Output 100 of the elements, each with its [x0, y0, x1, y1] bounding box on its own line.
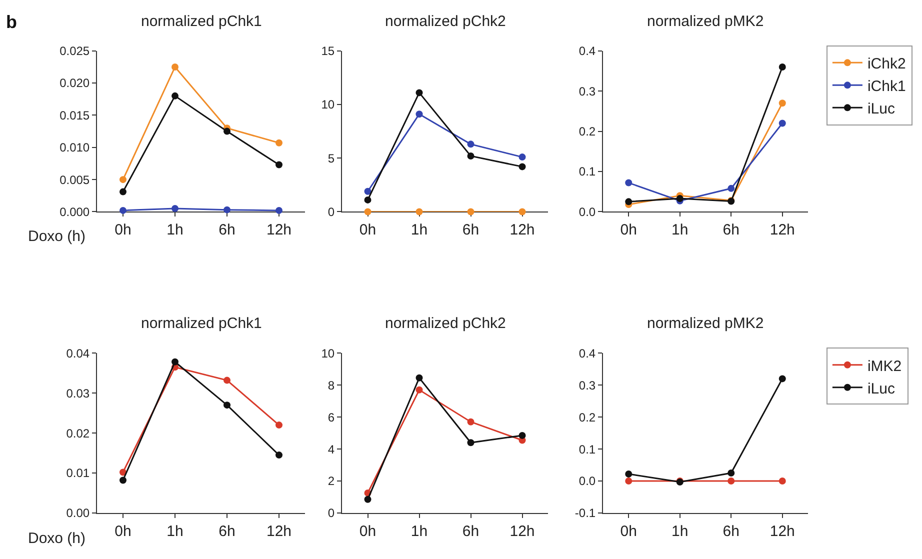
chart-title: normalized pChk1 — [141, 315, 262, 332]
x-axis-title: Doxo (h) — [28, 530, 86, 547]
x-tick-label: 12h — [266, 222, 292, 239]
point — [364, 496, 372, 503]
x-axis-title: Doxo (h) — [28, 228, 86, 245]
point — [778, 478, 786, 485]
x-tick-label: 1h — [410, 523, 428, 540]
x-tick-label: 12h — [510, 222, 535, 239]
point — [728, 184, 735, 192]
y-tick-label: 2 — [328, 474, 335, 488]
y-tick-label: 0.4 — [578, 346, 596, 360]
x-tick-label: 1h — [410, 222, 428, 239]
x-tick-label: 12h — [266, 523, 292, 540]
x-tick-label: 1h — [166, 523, 184, 540]
point — [416, 89, 423, 96]
x-tick-label: 1h — [672, 523, 688, 540]
chart-title: normalized pChk2 — [385, 315, 506, 332]
point — [172, 205, 178, 212]
chart-title: normalized pChk1 — [141, 13, 262, 30]
point — [416, 374, 423, 382]
x-tick-label: 1h — [672, 222, 688, 239]
x-tick-label: 0h — [114, 222, 132, 239]
point — [416, 386, 423, 394]
point — [728, 470, 735, 477]
y-tick-label: 0.005 — [60, 172, 90, 187]
x-tick-label: 6h — [462, 523, 480, 540]
point — [224, 402, 230, 409]
x-tick-label: 6h — [218, 222, 236, 239]
legend-label: iLuc — [867, 100, 896, 118]
point — [518, 154, 526, 161]
point — [276, 422, 282, 429]
point — [676, 194, 684, 202]
legend-label: iLuc — [867, 380, 896, 398]
legend-label: iMK2 — [867, 358, 902, 375]
x-tick-label: 0h — [359, 222, 376, 239]
point — [224, 376, 230, 384]
point — [224, 128, 230, 135]
x-tick-label: 6h — [462, 222, 480, 239]
point — [276, 206, 282, 214]
x-tick-label: 0h — [359, 523, 376, 540]
point — [172, 358, 178, 366]
x-tick-label: 6h — [218, 523, 236, 540]
y-tick-label: 0.2 — [578, 124, 596, 139]
y-tick-label: 0.1 — [578, 442, 596, 456]
x-tick-label: 6h — [722, 523, 740, 540]
point — [276, 161, 282, 168]
point — [416, 110, 423, 118]
y-tick-label: 0.0 — [578, 204, 596, 219]
y-tick-label: -0.1 — [574, 506, 596, 520]
point — [364, 188, 372, 195]
point — [120, 206, 126, 214]
y-tick-label: 4 — [328, 442, 335, 456]
y-tick-label: 0.3 — [578, 84, 596, 98]
x-tick-label: 6h — [722, 222, 740, 239]
y-tick-label: 0.3 — [578, 378, 596, 392]
y-tick-label: 8 — [328, 378, 335, 392]
y-tick-label: 10 — [321, 98, 335, 112]
point — [625, 478, 632, 485]
point — [728, 478, 735, 485]
y-tick-label: 0 — [328, 204, 335, 219]
point — [364, 196, 372, 204]
point — [518, 208, 526, 216]
y-tick-label: 0.04 — [66, 346, 90, 360]
point — [416, 208, 423, 216]
x-tick-label: 12h — [510, 523, 535, 540]
point — [467, 208, 474, 216]
chart-title: normalized pMK2 — [647, 13, 764, 30]
x-tick-label: 12h — [770, 222, 795, 239]
y-tick-label: 0.2 — [578, 410, 596, 424]
legend-label: iChk1 — [867, 78, 906, 96]
y-tick-label: 0.015 — [60, 108, 90, 122]
y-tick-label: 0.020 — [60, 76, 90, 90]
y-tick-label: 0.02 — [66, 426, 90, 440]
y-tick-label: 0.01 — [66, 466, 90, 480]
y-tick-label: 6 — [328, 410, 335, 424]
point — [276, 139, 282, 146]
point — [518, 163, 526, 170]
y-tick-label: 15 — [321, 44, 335, 58]
y-tick-label: 0.000 — [60, 204, 90, 219]
point — [625, 470, 632, 478]
y-tick-label: 5 — [328, 151, 335, 166]
x-tick-label: 0h — [114, 523, 132, 540]
point — [518, 432, 526, 439]
point — [467, 152, 474, 160]
chart-title: normalized pMK2 — [647, 315, 764, 332]
point — [625, 198, 632, 206]
point — [467, 418, 474, 426]
point — [778, 63, 786, 70]
x-tick-label: 1h — [166, 222, 184, 239]
legend-label: iChk2 — [867, 56, 906, 73]
point — [120, 476, 126, 484]
y-tick-label: 10 — [321, 346, 335, 360]
point — [467, 140, 474, 148]
point — [778, 375, 786, 382]
y-tick-label: 0.4 — [578, 44, 596, 58]
point — [120, 176, 126, 184]
point — [364, 208, 372, 216]
point — [625, 179, 632, 186]
chart-title: normalized pChk2 — [385, 13, 506, 30]
point — [172, 63, 178, 70]
